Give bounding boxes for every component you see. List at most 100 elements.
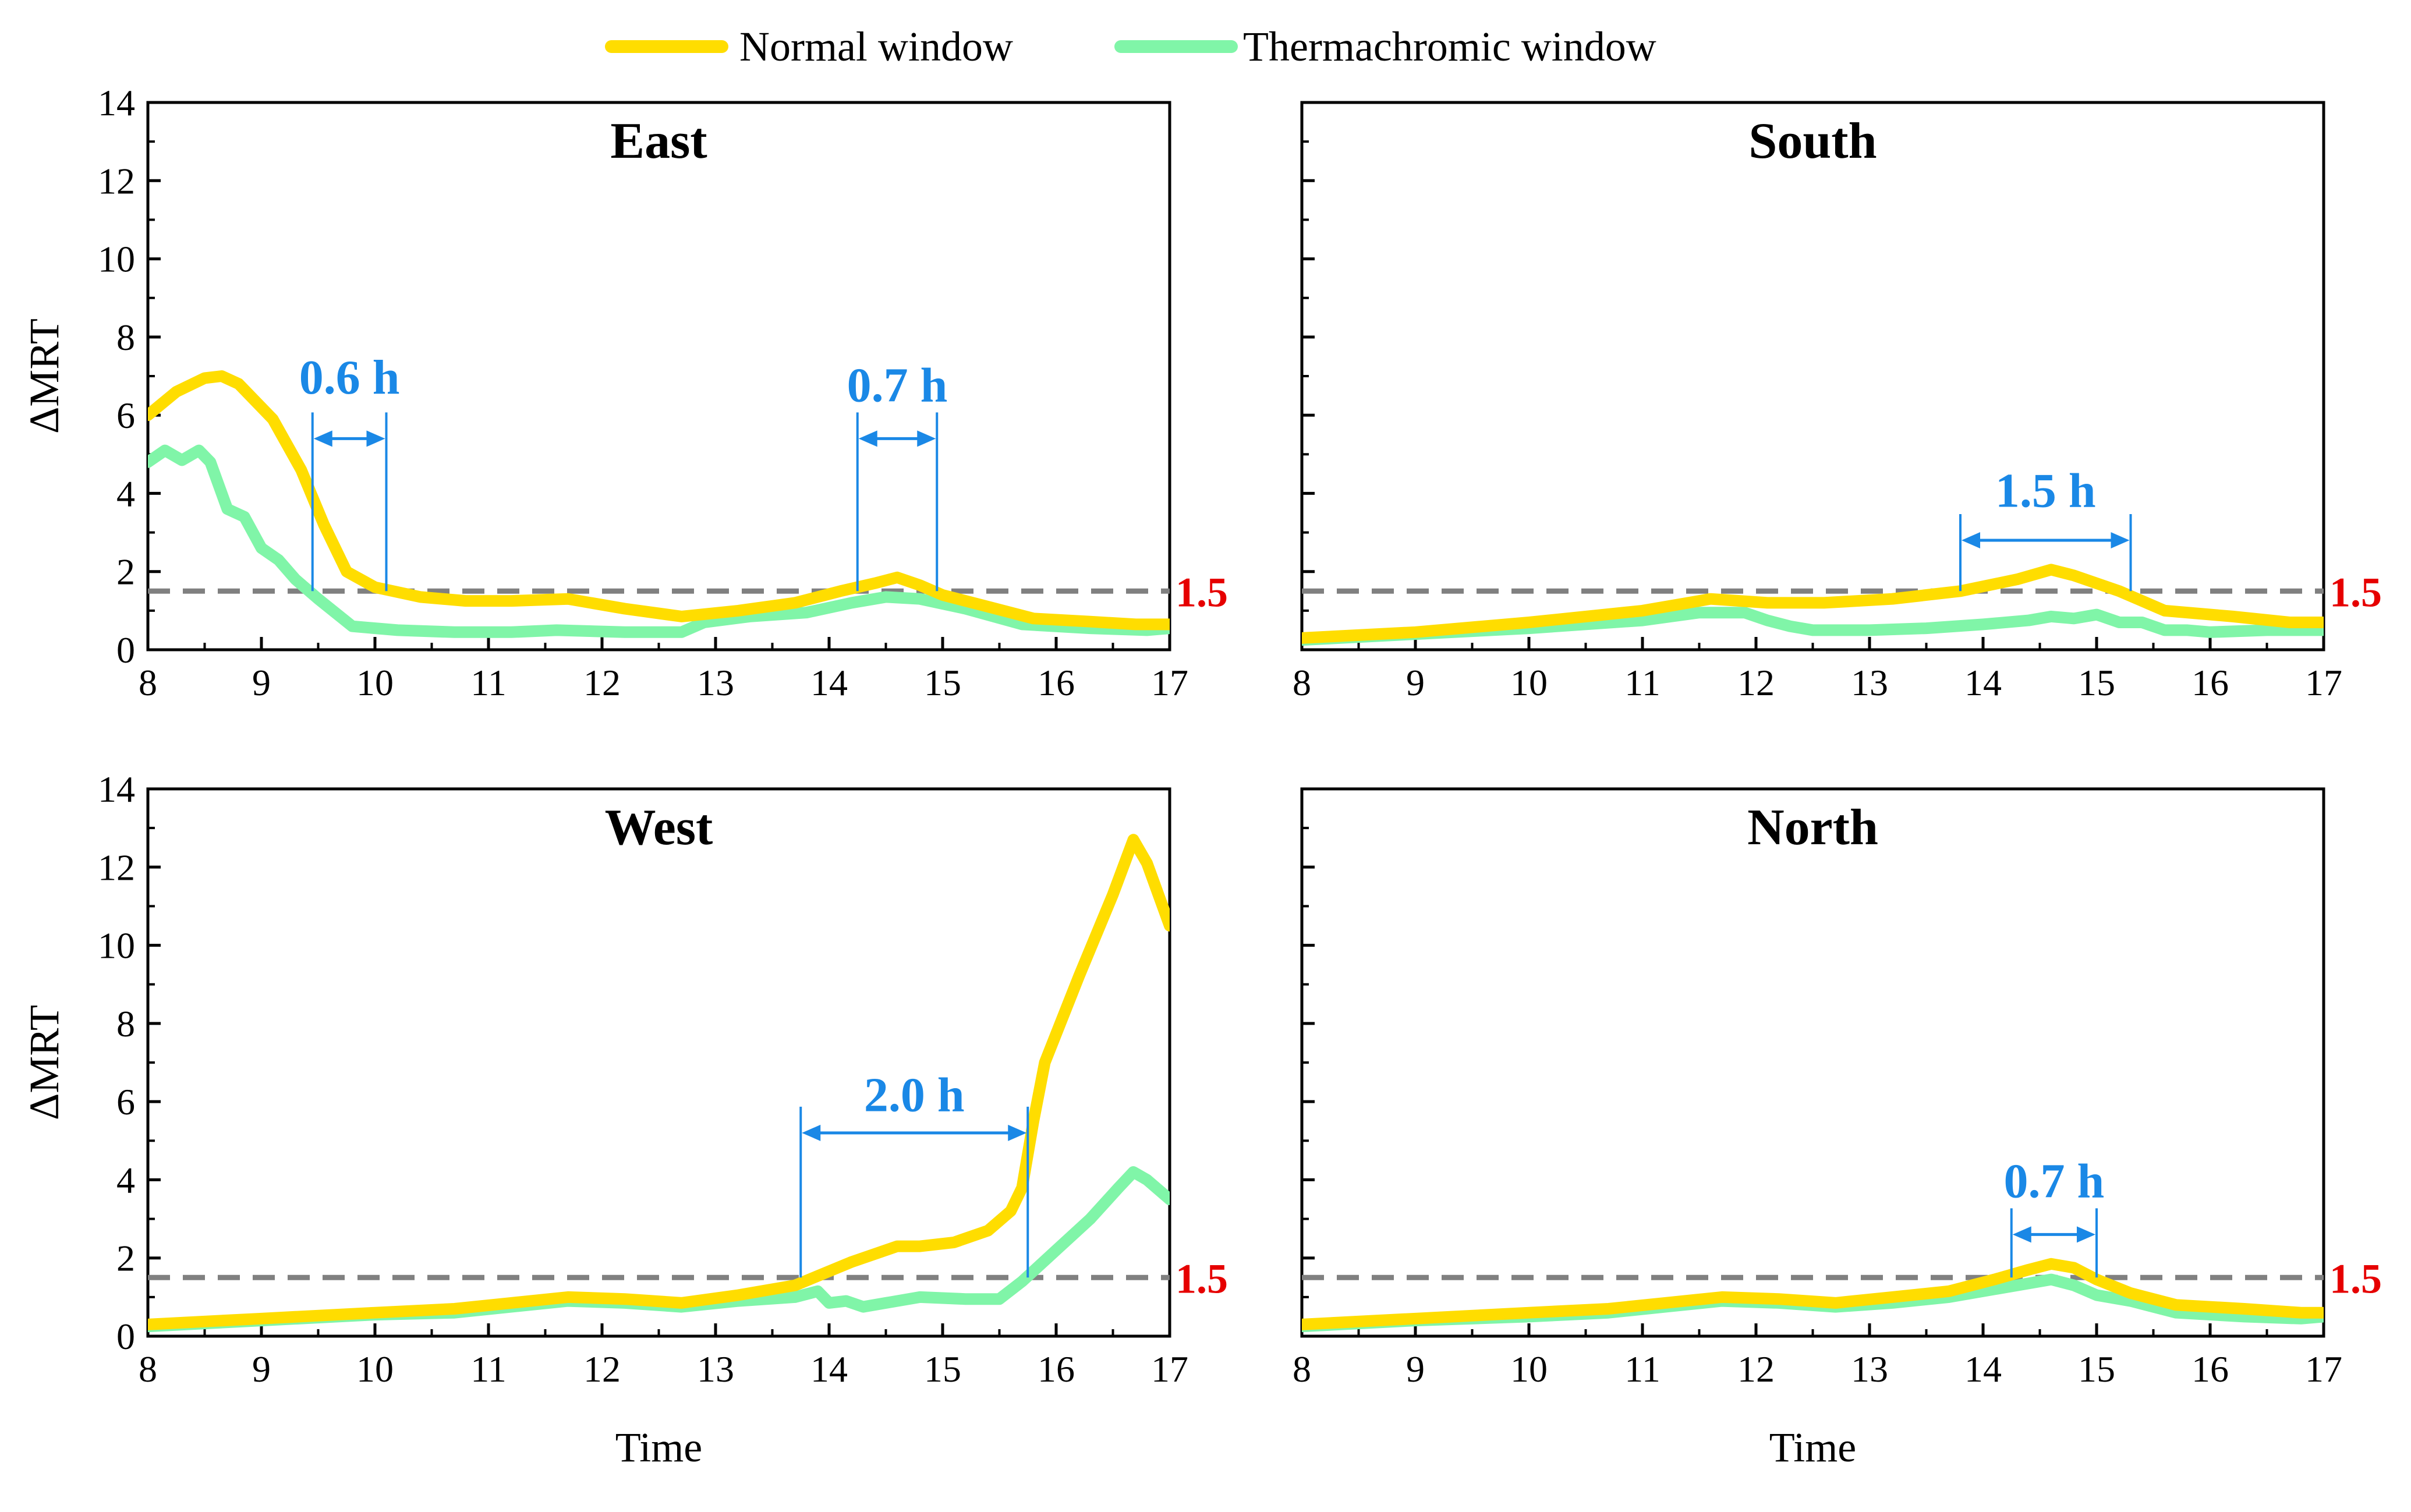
annotation-duration-label: 2.0 h (864, 1068, 965, 1123)
x-tick-label: 11 (470, 662, 507, 703)
x-tick-label: 8 (139, 662, 157, 703)
x-tick-label: 16 (1038, 1348, 1075, 1390)
panel-title-north: North (1747, 799, 1878, 856)
x-tick-label: 15 (2078, 662, 2115, 703)
plot-frame-north (1300, 787, 2325, 1338)
x-tick-label: 10 (356, 1348, 394, 1390)
y-tick-label: 4 (116, 1159, 135, 1201)
x-tick-label: 9 (252, 1348, 271, 1390)
series-line-normal (1302, 1258, 2324, 1330)
y-tick-label: 10 (98, 239, 135, 280)
y-tick-label: 8 (116, 317, 135, 358)
y-tick-label: 2 (116, 551, 135, 593)
legend-label-normal: Normal window (739, 23, 1013, 70)
x-tick-label: 11 (470, 1348, 507, 1390)
panel-east: 8 9 10 11 12 13 14 15 16 17 0 2 4 6 8 10 12 14 ΔMRT East 1.5… (21, 82, 1228, 703)
x-tick-label: 13 (697, 662, 734, 703)
plot-frame-west (146, 787, 1171, 1338)
x-tick-label: 15 (924, 1348, 961, 1390)
x-tick-label: 9 (1406, 1348, 1425, 1390)
y-tick-label: 14 (98, 82, 135, 123)
series-line-normal (148, 834, 1170, 1330)
x-tick-label: 16 (1038, 662, 1075, 703)
panel-south: 8 9 10 11 12 13 14 15 16 17 South 1.5 1.5 h (1293, 101, 2382, 703)
annotation-arrowhead-left (802, 1124, 821, 1141)
series-line-normal (1302, 564, 2324, 644)
x-tick-label: 17 (2305, 662, 2342, 703)
threshold-label: 1.5 (1176, 569, 1228, 615)
x-tick-label: 10 (1510, 1348, 1548, 1390)
panel-title-south: South (1748, 113, 1877, 169)
x-tick-label: 14 (810, 662, 848, 703)
x-tick-label: 14 (810, 1348, 848, 1390)
panel-title-west: West (605, 799, 713, 856)
annotation-arrowhead-right (2111, 532, 2130, 548)
x-tick-label: 8 (139, 1348, 157, 1390)
y-tick-label: 6 (116, 395, 135, 436)
x-tick-label: 11 (1624, 662, 1661, 703)
legend: Normal window Thermachromic window (605, 23, 1656, 70)
legend-label-thermachromic: Thermachromic window (1243, 23, 1656, 70)
y-tick-label: 8 (116, 1003, 135, 1044)
x-tick-label: 17 (2305, 1348, 2342, 1390)
series-line-normal (148, 370, 1170, 631)
x-tick-label: 14 (1964, 1348, 2002, 1390)
y-axis-label: ΔMRT (21, 318, 68, 434)
y-tick-label: 4 (116, 473, 135, 514)
series-line-thermachromic (1302, 607, 2324, 646)
x-tick-label: 10 (356, 662, 394, 703)
x-axis-label: Time (615, 1424, 702, 1471)
x-tick-label: 13 (1851, 662, 1888, 703)
series-line-thermachromic (148, 444, 1170, 638)
y-tick-label: 6 (116, 1081, 135, 1123)
panels: 8 9 10 11 12 13 14 15 16 17 0 2 4 6 8 10 12 14 ΔMRT East 1.5… (21, 82, 2382, 1471)
annotation-arrowhead-left (313, 430, 332, 447)
x-axis-label: Time (1769, 1424, 1856, 1471)
y-tick-label: 12 (98, 847, 135, 888)
panel-north: 8 9 10 11 12 13 14 15 16 17 Time North 1.5 0.7 h (1293, 787, 2382, 1471)
x-tick-label: 12 (1737, 1348, 1775, 1390)
annotation-duration-label: 1.5 h (1995, 464, 2096, 518)
annotation-duration-label: 0.7 h (847, 358, 948, 412)
annotation-arrowhead-right (917, 430, 936, 447)
annotation-arrowhead-right (1008, 1124, 1027, 1141)
x-tick-label: 13 (1851, 1348, 1888, 1390)
annotation-duration-label: 0.6 h (299, 350, 400, 405)
x-tick-label: 12 (583, 1348, 621, 1390)
x-tick-label: 16 (2192, 1348, 2229, 1390)
annotation-arrowhead-right (366, 430, 385, 447)
annotation-arrowhead-left (1962, 532, 1980, 548)
x-tick-label: 8 (1293, 662, 1311, 703)
panel-west: 8 9 10 11 12 13 14 15 16 17 0 2 4 6 8 10 12 14 ΔMRT Time Wes… (21, 769, 1228, 1471)
y-tick-label: 14 (98, 769, 135, 810)
threshold-label: 1.5 (2329, 569, 2382, 615)
y-tick-label: 0 (116, 1316, 135, 1357)
x-tick-label: 14 (1964, 662, 2002, 703)
x-tick-label: 16 (2192, 662, 2229, 703)
x-tick-label: 9 (252, 662, 271, 703)
y-tick-label: 2 (116, 1238, 135, 1279)
x-tick-label: 10 (1510, 662, 1548, 703)
annotation-arrowhead-left (2012, 1226, 2031, 1243)
annotation-arrowhead-left (858, 430, 877, 447)
x-tick-label: 11 (1624, 1348, 1661, 1390)
threshold-label: 1.5 (2329, 1255, 2382, 1302)
x-tick-label: 9 (1406, 662, 1425, 703)
threshold-label: 1.5 (1176, 1255, 1228, 1302)
y-axis-label: ΔMRT (21, 1005, 68, 1120)
x-tick-label: 17 (1151, 1348, 1188, 1390)
y-tick-label: 10 (98, 925, 135, 966)
plot-frame-south (1300, 101, 2325, 651)
y-tick-label: 0 (116, 629, 135, 671)
x-tick-label: 15 (2078, 1348, 2115, 1390)
panel-title-east: East (610, 113, 707, 169)
x-tick-label: 12 (1737, 662, 1775, 703)
y-tick-label: 12 (98, 160, 135, 201)
x-tick-label: 12 (583, 662, 621, 703)
x-tick-label: 13 (697, 1348, 734, 1390)
annotation-arrowhead-right (2077, 1226, 2095, 1243)
x-tick-label: 8 (1293, 1348, 1311, 1390)
x-tick-label: 15 (924, 662, 961, 703)
x-tick-label: 17 (1151, 662, 1188, 703)
